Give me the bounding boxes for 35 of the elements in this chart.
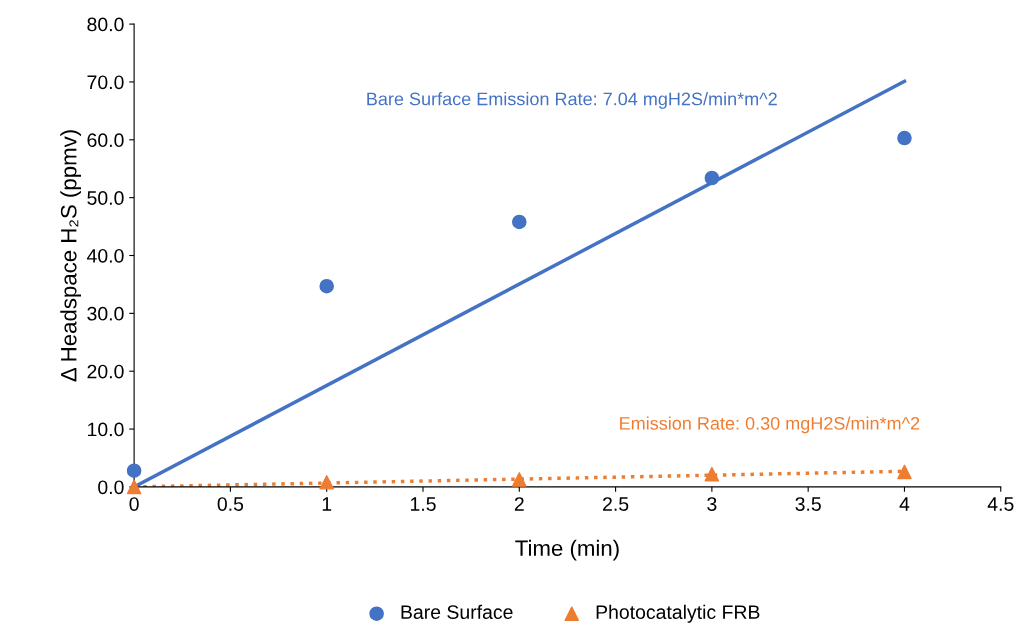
point [704,466,720,482]
point [897,130,912,146]
y-tick-label: 20.0 [87,364,124,379]
y-tick-label: 80.0 [87,17,124,32]
y-tick-label: 30.0 [87,306,124,321]
x-tick-label: 2.5 [603,497,629,511]
point [897,464,912,480]
x-tick-label: 4 [899,497,910,511]
point [512,214,527,230]
x-tick-label: 0.5 [217,497,244,511]
x-tick-label: 3.5 [795,497,821,511]
x-tick-label: 3 [707,497,717,511]
y-tick-label: 50.0 [87,191,124,205]
y-tick-label: 70.0 [87,75,124,90]
x-tick-label: 1.5 [410,497,436,511]
x-axis-title: Time (min) [515,539,619,561]
y-tick-label: 40.0 [87,248,124,263]
annotation: Emission Rate: 0.30 mgH2S/min*m^2 [620,416,920,434]
point [704,170,720,186]
x-tick-label: 2 [514,497,524,511]
point [126,479,142,495]
y-tick-label: 0.0 [98,480,124,495]
x-tick-label: 0 [129,497,139,511]
annotation: Bare Surface Emission Rate: 7.04 mgH2S/min*m^2 [367,92,777,109]
point [512,472,527,487]
y-tick-label: 10.0 [88,422,124,437]
y-tick-label: 60.0 [87,133,124,148]
x-tick-label: 4.5 [987,497,1014,511]
point [319,475,334,490]
y-axis-title: Δ Headspace H₂S (ppmv) [60,130,81,382]
legend-label: Photocatalytic FRB [596,604,760,623]
x-tick-label: 1 [322,497,332,511]
point [319,278,334,294]
legend-label: Bare Surface [401,604,513,619]
point [126,463,142,478]
